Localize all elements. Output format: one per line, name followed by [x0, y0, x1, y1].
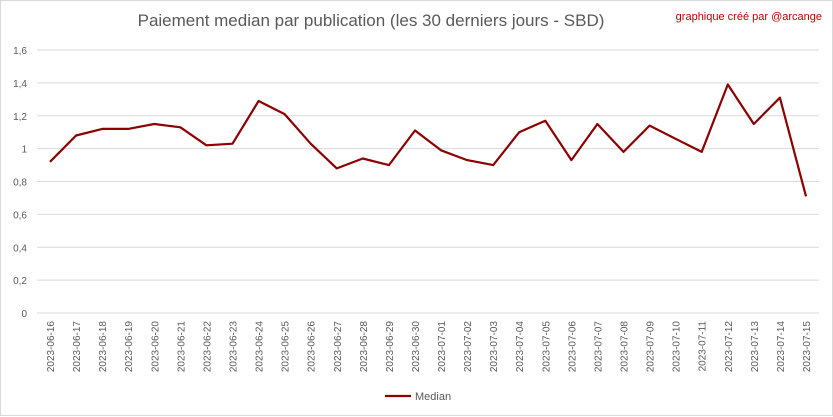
x-tick-label: 2023-07-14 [776, 321, 787, 373]
x-tick-label: 2023-07-07 [593, 321, 604, 373]
x-tick-label: 2023-06-26 [307, 321, 318, 373]
x-tick-label: 2023-06-29 [385, 321, 396, 373]
x-tick-label: 2023-06-21 [176, 321, 187, 373]
y-tick-label: 1,6 [13, 46, 27, 57]
x-tick-label: 2023-07-05 [541, 321, 552, 373]
x-tick-label: 2023-07-06 [567, 321, 578, 373]
x-tick-label: 2023-06-30 [411, 321, 422, 373]
x-tick-label: 2023-07-11 [698, 321, 709, 372]
x-tick-label: 2023-06-28 [359, 321, 370, 373]
y-tick-label: 0,2 [13, 276, 27, 287]
x-tick-label: 2023-07-13 [750, 321, 761, 373]
x-tick-label: 2023-06-22 [202, 321, 213, 373]
x-tick-label: 2023-07-15 [802, 321, 813, 373]
y-tick-label: 0,6 [13, 210, 27, 221]
y-tick-label: 1,4 [13, 79, 27, 90]
y-tick-label: 1 [21, 145, 27, 156]
x-tick-label: 2023-06-25 [281, 321, 292, 373]
x-tick-label: 2023-07-09 [646, 321, 657, 373]
legend-label-median: Median [415, 391, 451, 403]
x-tick-label: 2023-06-27 [333, 321, 344, 373]
x-tick-label: 2023-07-10 [672, 321, 683, 373]
y-tick-label: 0,4 [13, 243, 27, 254]
x-tick-label: 2023-06-23 [229, 321, 240, 373]
x-tick-label: 2023-07-04 [515, 321, 526, 373]
x-tick-label: 2023-07-01 [437, 321, 448, 373]
x-tick-label: 2023-07-08 [620, 321, 631, 373]
x-tick-label: 2023-06-16 [46, 321, 57, 373]
y-tick-label: 1,2 [13, 112, 27, 123]
x-tick-label: 2023-06-18 [98, 321, 109, 373]
x-tick-label: 2023-06-17 [72, 321, 83, 373]
x-tick-label: 2023-06-24 [255, 321, 266, 373]
x-tick-label: 2023-06-20 [150, 321, 161, 373]
x-tick-label: 2023-07-03 [489, 321, 500, 373]
y-tick-label: 0,8 [13, 178, 27, 189]
y-tick-label: 0 [21, 309, 27, 320]
x-tick-label: 2023-07-02 [463, 321, 474, 373]
series-line-median [50, 85, 806, 197]
x-tick-label: 2023-07-12 [724, 321, 735, 373]
x-tick-label: 2023-06-19 [124, 321, 135, 373]
